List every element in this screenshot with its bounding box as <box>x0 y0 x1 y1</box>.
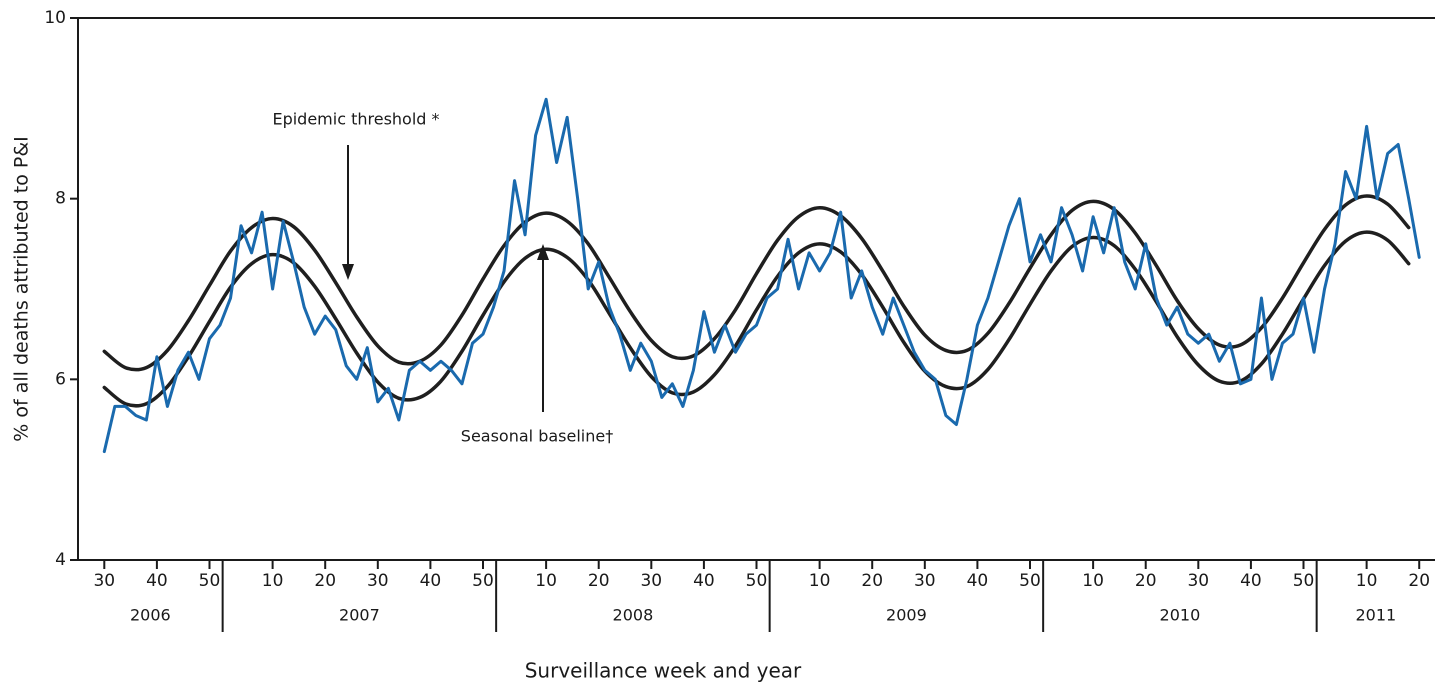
x-tick-label: 10 <box>262 571 284 591</box>
annotation-text: Epidemic threshold * <box>272 110 439 129</box>
y-tick-label: 8 <box>55 189 66 209</box>
series-line <box>102 194 1411 372</box>
x-tick-label: 40 <box>967 571 989 591</box>
x-tick-label: 30 <box>1187 571 1209 591</box>
y-tick-label: 6 <box>55 369 66 389</box>
arrow-head <box>537 244 549 260</box>
x-tick-label: 10 <box>535 571 557 591</box>
x-tick-label: 50 <box>746 571 768 591</box>
x-tick-label: 30 <box>93 571 115 591</box>
plot-area <box>102 97 1421 454</box>
year-label: 2007 <box>339 606 380 625</box>
x-tick-label: 20 <box>861 571 883 591</box>
baseline-annotation: Seasonal baseline† <box>461 244 613 446</box>
x-axis-title: Surveillance week and year <box>525 659 802 683</box>
x-tick-label: 50 <box>1293 571 1315 591</box>
year-label: 2011 <box>1355 606 1396 625</box>
x-tick-label: 30 <box>914 571 936 591</box>
arrow-head <box>342 264 354 280</box>
x-tick-label: 20 <box>588 571 610 591</box>
x-tick-label: 50 <box>199 571 221 591</box>
x-tick-label: 40 <box>693 571 715 591</box>
year-label: 2010 <box>1160 606 1201 625</box>
x-tick-label: 30 <box>367 571 389 591</box>
x-tick-label: 20 <box>1408 571 1430 591</box>
x-tick-label: 20 <box>1135 571 1157 591</box>
x-tick-label: 10 <box>1082 571 1104 591</box>
x-tick-label: 20 <box>314 571 336 591</box>
x-tick-label: 50 <box>472 571 494 591</box>
series-line <box>102 230 1411 408</box>
x-tick-label: 30 <box>640 571 662 591</box>
series-line <box>102 97 1421 454</box>
y-tick-label: 4 <box>55 550 66 570</box>
year-label: 2009 <box>886 606 927 625</box>
x-tick-label: 50 <box>1019 571 1041 591</box>
y-tick-label: 10 <box>44 8 66 28</box>
x-tick-label: 40 <box>146 571 168 591</box>
x-tick-label: 40 <box>420 571 442 591</box>
y-axis-title: % of all deaths attributed to P&I <box>11 136 33 441</box>
annotation-text: Seasonal baseline† <box>461 427 613 446</box>
x-tick-label: 10 <box>809 571 831 591</box>
year-label: 2008 <box>613 606 654 625</box>
x-tick-label: 10 <box>1356 571 1378 591</box>
threshold-annotation: Epidemic threshold * <box>272 110 440 280</box>
year-label: 2006 <box>130 606 171 625</box>
x-tick-label: 40 <box>1240 571 1262 591</box>
